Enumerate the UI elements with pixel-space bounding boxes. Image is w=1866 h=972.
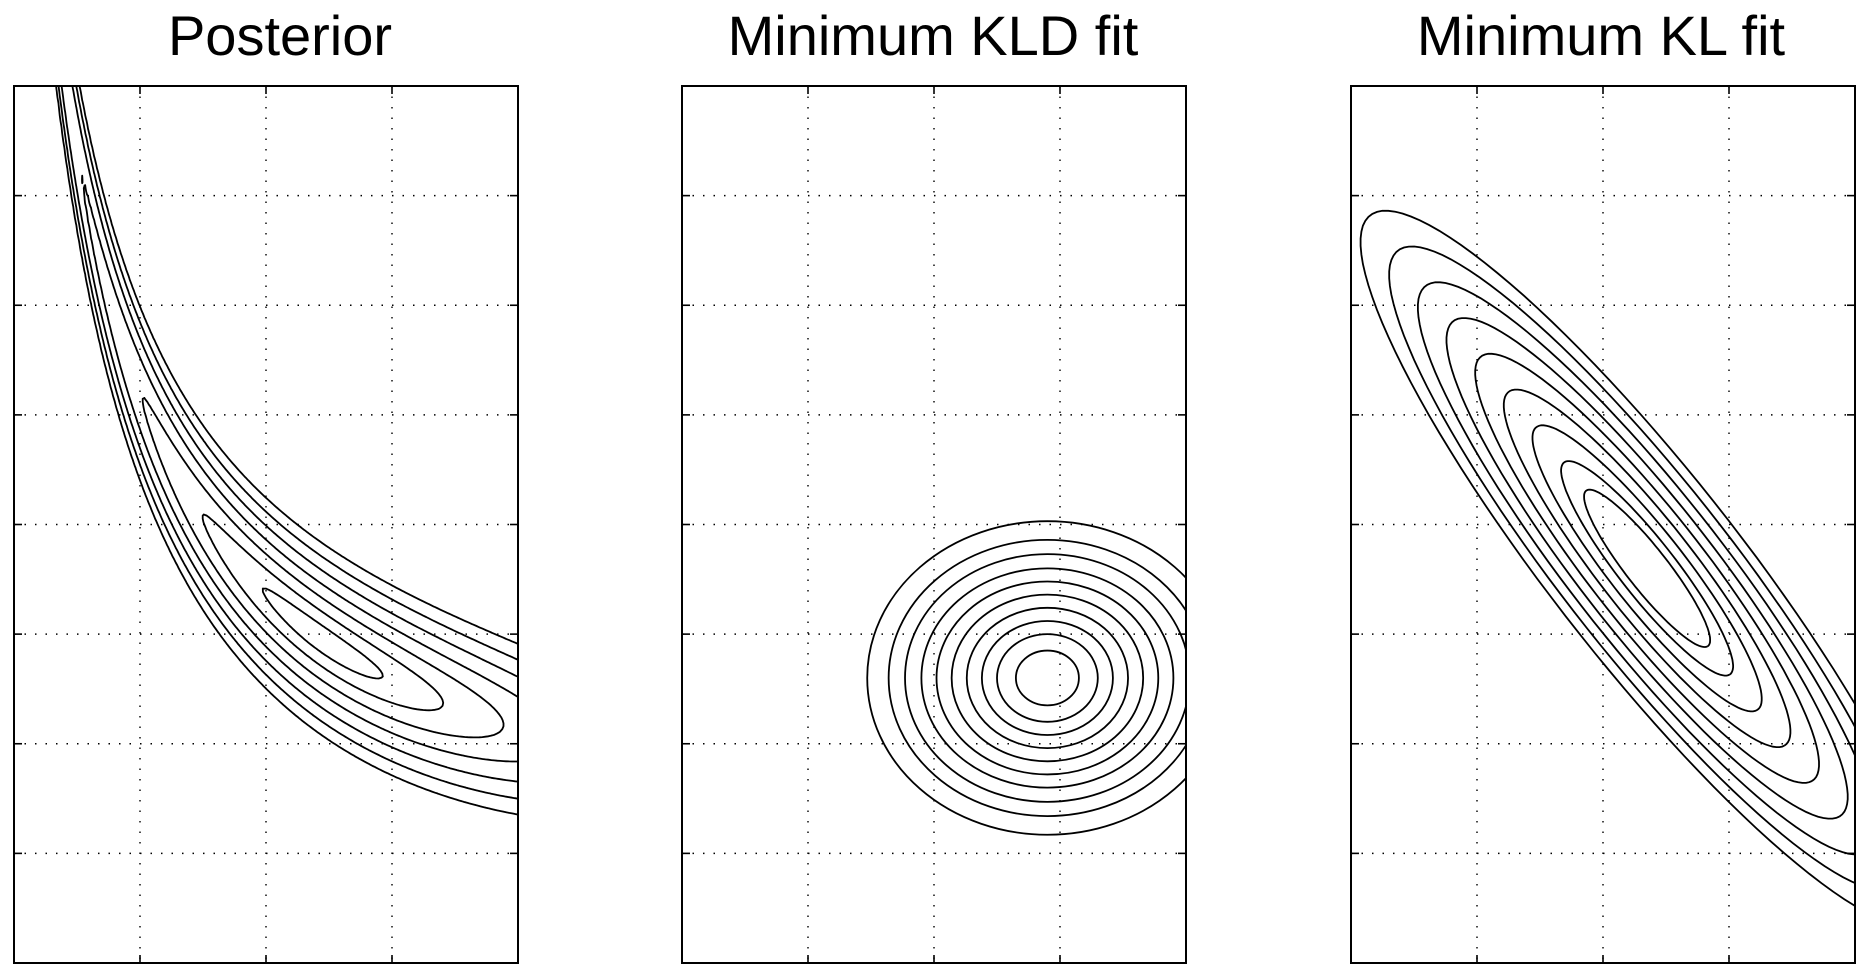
- contour-circle: [904, 553, 1186, 803]
- contour-line: [141, 397, 505, 739]
- contour-circle: [1015, 649, 1080, 707]
- contour-circle: [887, 538, 1186, 817]
- contour-circle: [965, 606, 1129, 750]
- contour-line: [55, 86, 518, 816]
- contour-ellipse: [1583, 488, 1711, 648]
- panel-minimum-kl-fit: [1350, 85, 1856, 964]
- contour-line: [261, 587, 384, 680]
- axes-frame: [1350, 85, 1856, 964]
- contour-line: [57, 86, 518, 800]
- contour-ellipse: [1417, 281, 1855, 856]
- panel-posterior: [13, 85, 519, 964]
- contour-line: [81, 174, 518, 763]
- contour-circle: [920, 567, 1175, 789]
- contours-posterior: [55, 86, 518, 816]
- contour-line: [60, 86, 518, 783]
- panel-title-minimum-kl-fit: Minimum KL fit: [1416, 4, 1786, 67]
- axes-frame: [681, 85, 1187, 964]
- panel-title-posterior: Posterior: [167, 4, 393, 67]
- contour-circle: [980, 620, 1114, 736]
- contour-line: [201, 513, 445, 712]
- contour-ellipse: [1531, 424, 1763, 713]
- contour-ellipse: [1445, 317, 1849, 820]
- contour-circle: [996, 633, 1099, 723]
- contours-minimum-kld-fit: [866, 520, 1186, 836]
- contour-circle: [866, 520, 1186, 836]
- axes-frame: [13, 85, 519, 964]
- contour-circle: [935, 580, 1160, 776]
- contour-ellipse: [1474, 352, 1820, 784]
- contour-ellipse: [1560, 460, 1734, 677]
- contour-ellipse: [1388, 245, 1855, 885]
- contour-ellipse: [1359, 209, 1855, 907]
- contour-circle: [950, 593, 1145, 763]
- contour-ellipse: [1502, 388, 1792, 748]
- panel-title-minimum-kld-fit: Minimum KLD fit: [727, 4, 1139, 67]
- contours-minimum-kl-fit: [1359, 209, 1855, 907]
- panel-minimum-kld-fit: [681, 85, 1187, 964]
